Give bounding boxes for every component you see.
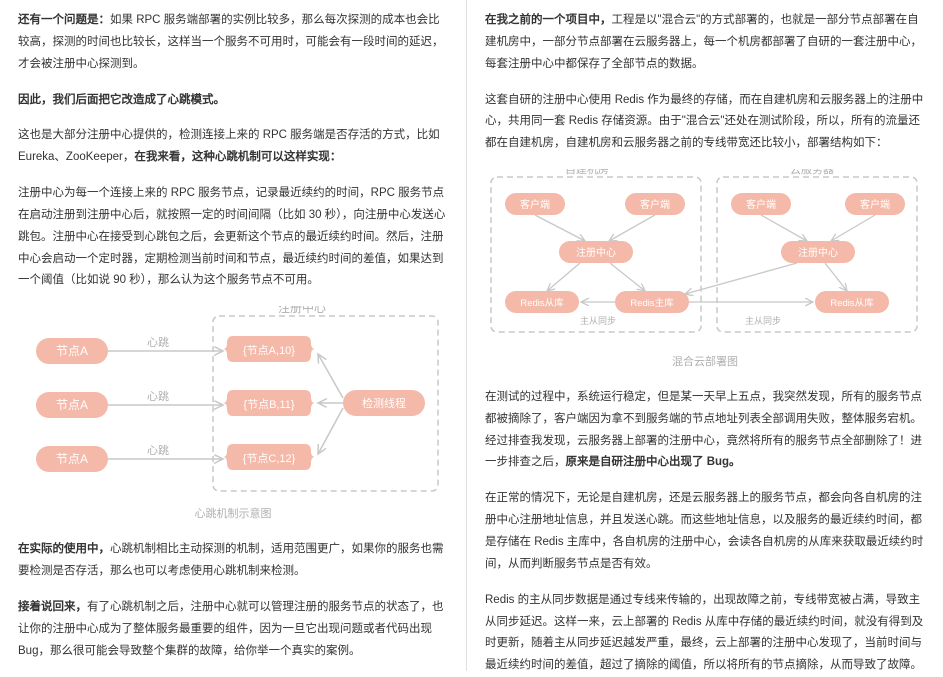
svg-text:客户端: 客户端 (640, 198, 670, 211)
svg-text:客户端: 客户端 (746, 198, 776, 211)
svg-text:主从同步: 主从同步 (745, 315, 781, 326)
left-p6-lead: 接着说回来， (18, 601, 87, 613)
right-p3b: 原来是自研注册中心出现了 Bug。 (566, 456, 741, 468)
svg-text:心跳: 心跳 (147, 389, 169, 403)
hybrid-svg: 自建机房 云服务器 客户端 客户端 注册中心 Redis从库 Redis主库 客… (485, 169, 925, 344)
left-p1-lead: 还有一个问题是： (18, 14, 110, 26)
svg-text:节点A: 节点A (56, 344, 88, 358)
left-p3: 这也是大部分注册中心提供的，检测连接上来的 RPC 服务端是否存活的方式，比如 … (18, 125, 448, 169)
r-slave: Redis从库 (815, 291, 889, 313)
right-p1: 在我之前的一个项目中，工程是以"混合云"的方式部署的，也就是一部分节点部署在自建… (485, 10, 925, 76)
node-r2: {节点B,11} (223, 390, 315, 416)
heartbeat-diagram: 注册中心 节点A 节点A 节点A {节点A,10} {节点B,11} {节点C,… (18, 306, 448, 496)
node-a2: 节点A (36, 392, 108, 418)
diagram1-caption: 心跳机制示意图 (18, 504, 448, 525)
r-registry: 注册中心 (781, 241, 855, 263)
svg-text:注册中心: 注册中心 (576, 246, 616, 259)
diagram2-caption: 混合云部署图 (485, 352, 925, 373)
svg-text:Redis主库: Redis主库 (630, 297, 674, 309)
left-p1: 还有一个问题是：如果 RPC 服务端部署的实例比较多，那么每次探测的成本也会比较… (18, 10, 448, 76)
right-p2: 这套自研的注册中心使用 Redis 作为最终的存储，而在自建机房和云服务器上的注… (485, 90, 925, 156)
l-client1: 客户端 (505, 193, 565, 215)
svg-text:注册中心: 注册中心 (798, 246, 838, 259)
node-r1: {节点A,10} (223, 336, 315, 362)
node-a1: 节点A (36, 338, 108, 364)
left-p6: 接着说回来，有了心跳机制之后，注册中心就可以管理注册的服务节点的状态了，也让你的… (18, 597, 448, 663)
l-client2: 客户端 (625, 193, 685, 215)
page-container: 还有一个问题是：如果 RPC 服务端部署的实例比较多，那么每次探测的成本也会比较… (0, 0, 943, 671)
svg-text:{节点C,12}: {节点C,12} (243, 452, 296, 465)
heartbeat-svg: 注册中心 节点A 节点A 节点A {节点A,10} {节点B,11} {节点C,… (18, 306, 448, 496)
left-p3b: 在我来看，这种心跳机制可以这样实现： (134, 151, 341, 163)
right-p3: 在测试的过程中，系统运行稳定，但是某一天早上五点，我突然发现，所有的服务节点都被… (485, 387, 925, 474)
svg-text:客户端: 客户端 (860, 198, 890, 211)
svg-text:客户端: 客户端 (520, 198, 550, 211)
left-column: 还有一个问题是：如果 RPC 服务端部署的实例比较多，那么每次探测的成本也会比较… (0, 0, 466, 671)
svg-text:主从同步: 主从同步 (580, 315, 616, 326)
svg-text:{节点A,10}: {节点A,10} (243, 344, 295, 357)
svg-text:{节点B,11}: {节点B,11} (243, 398, 294, 411)
svg-text:自建机房: 自建机房 (565, 169, 609, 176)
r-client2: 客户端 (845, 193, 905, 215)
svg-text:节点A: 节点A (56, 452, 88, 466)
left-p5: 在实际的使用中，心跳机制相比主动探测的机制，适用范围更广，如果你的服务也需要检测… (18, 539, 448, 583)
left-p4: 注册中心为每一个连接上来的 RPC 服务节点，记录最近续约的时间，RPC 服务节… (18, 183, 448, 292)
svg-text:云服务器: 云服务器 (790, 169, 834, 176)
node-a3: 节点A (36, 446, 108, 472)
check-thread-node: 检测线程 (343, 390, 425, 416)
l-registry: 注册中心 (559, 241, 633, 263)
svg-text:节点A: 节点A (56, 398, 88, 412)
svg-text:Redis从库: Redis从库 (520, 297, 564, 309)
svg-text:Redis从库: Redis从库 (830, 297, 874, 309)
l-master: Redis主库 (615, 291, 689, 313)
node-r3: {节点C,12} (223, 444, 315, 470)
svg-text:检测线程: 检测线程 (362, 396, 406, 410)
r-client1: 客户端 (731, 193, 791, 215)
svg-text:心跳: 心跳 (147, 443, 169, 457)
hybrid-cloud-diagram: 自建机房 云服务器 客户端 客户端 注册中心 Redis从库 Redis主库 客… (485, 169, 925, 344)
right-p1-lead: 在我之前的一个项目中， (485, 14, 612, 26)
right-p4: 在正常的情况下，无论是自建机房，还是云服务器上的服务节点，都会向各自机房的注册中… (485, 488, 925, 575)
right-column: 在我之前的一个项目中，工程是以"混合云"的方式部署的，也就是一部分节点部署在自建… (467, 0, 943, 671)
right-p5: Redis 的主从同步数据是通过专线来传输的，出现故障之前，专线带宽被占满，导致… (485, 590, 925, 677)
svg-text:心跳: 心跳 (147, 335, 169, 349)
left-p2: 因此，我们后面把它改造成了心跳模式。 (18, 90, 448, 112)
l-slave: Redis从库 (505, 291, 579, 313)
registry-box-label: 注册中心 (278, 306, 326, 315)
left-p5-lead: 在实际的使用中， (18, 543, 110, 555)
